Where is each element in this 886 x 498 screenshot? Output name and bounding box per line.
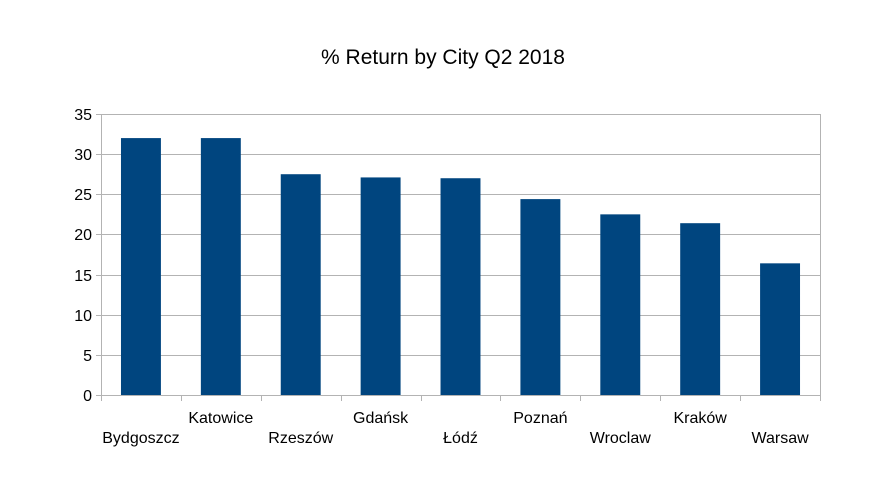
y-tick-label: 15 bbox=[74, 268, 92, 285]
chart-title: % Return by City Q2 2018 bbox=[321, 46, 565, 69]
x-category-label: Łódź bbox=[443, 430, 478, 447]
y-tick-label: 5 bbox=[83, 348, 92, 365]
bar-3 bbox=[360, 177, 401, 395]
bar-5 bbox=[520, 199, 561, 395]
y-tick-label: 0 bbox=[83, 388, 92, 405]
y-tick-label: 30 bbox=[74, 147, 92, 164]
y-axis-ticks: 0 5 10 15 20 25 30 35 bbox=[74, 107, 101, 405]
bar-0 bbox=[120, 138, 161, 396]
x-category-label: Warsaw bbox=[751, 430, 809, 447]
axes bbox=[101, 114, 821, 401]
y-tick-label: 35 bbox=[74, 107, 92, 124]
x-category-label: Poznań bbox=[513, 410, 567, 427]
x-category-label: Katowice bbox=[188, 410, 253, 427]
x-category-label: Gdańsk bbox=[353, 410, 409, 427]
x-category-label: Wroclaw bbox=[590, 430, 651, 447]
x-category-label: Rzeszów bbox=[268, 430, 333, 447]
y-tick-label: 10 bbox=[74, 308, 92, 325]
bar-8 bbox=[760, 263, 801, 395]
bar-6 bbox=[600, 214, 641, 395]
bar-2 bbox=[280, 174, 321, 395]
x-axis-labels: Bydgoszcz Katowice Rzeszów Gdańsk Łódź Poznań… bbox=[102, 410, 809, 447]
bars bbox=[120, 138, 801, 396]
x-category-label: Bydgoszcz bbox=[102, 430, 179, 447]
bar-7 bbox=[680, 223, 721, 395]
y-tick-label: 25 bbox=[74, 187, 92, 204]
y-tick-label: 20 bbox=[74, 227, 92, 244]
bar-4 bbox=[440, 178, 481, 395]
x-category-label: Kraków bbox=[673, 410, 727, 427]
bar-1 bbox=[200, 138, 241, 396]
